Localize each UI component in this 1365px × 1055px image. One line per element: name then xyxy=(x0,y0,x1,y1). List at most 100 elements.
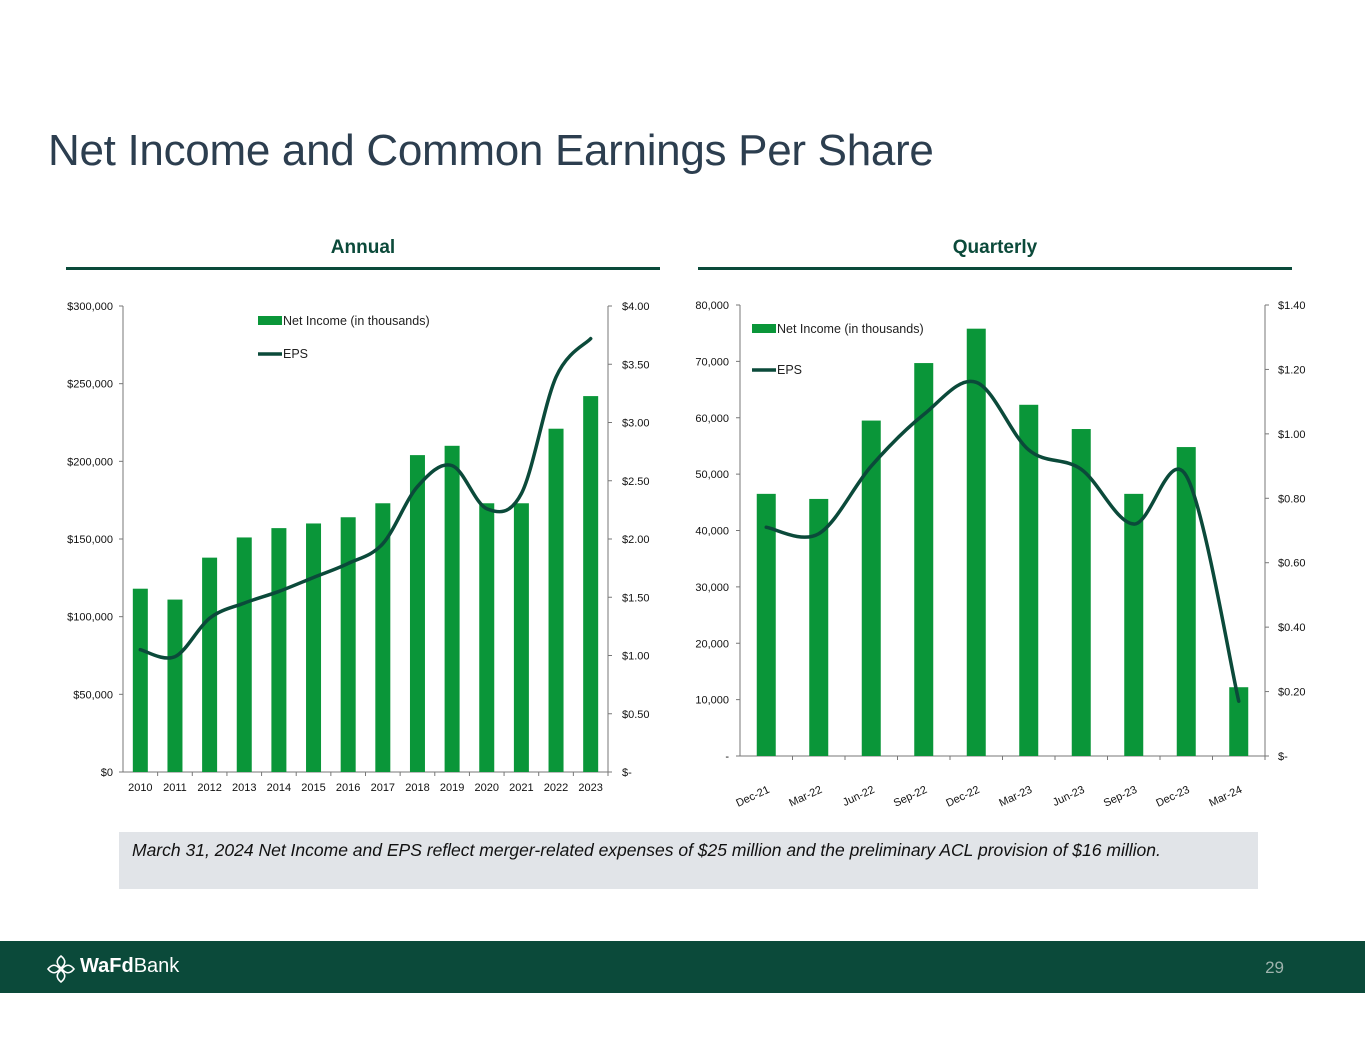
footnote-box: March 31, 2024 Net Income and EPS reflec… xyxy=(119,832,1258,889)
brand-light: Bank xyxy=(133,955,180,977)
annual-category-label: 2010 xyxy=(128,782,152,794)
quarterly-bar xyxy=(1176,447,1196,756)
annual-left-tick-label: $50,000 xyxy=(73,689,113,701)
annual-category-label: 2020 xyxy=(475,782,499,794)
annual-category-label: 2015 xyxy=(301,782,325,794)
quarterly-right-tick-label: $0.40 xyxy=(1278,622,1306,634)
quarterly-left-tick-label: 10,000 xyxy=(695,695,729,707)
annual-right-tick-label: $0.50 xyxy=(622,709,650,721)
quarterly-category-label: Dec-22 xyxy=(944,784,981,810)
annual-bar xyxy=(236,537,252,772)
quarterly-section-rule xyxy=(698,267,1292,270)
quarterly-category-label: Jun-23 xyxy=(1051,784,1087,809)
quarterly-category-label: Sep-22 xyxy=(892,784,929,810)
annual-right-tick-label: $- xyxy=(622,767,632,779)
annual-category-label: 2021 xyxy=(509,782,533,794)
annual-bar xyxy=(202,557,218,772)
quarterly-category-label: Mar-22 xyxy=(787,784,824,810)
quarterly-left-tick-label: 20,000 xyxy=(695,638,729,650)
quarterly-right-tick-label: $0.60 xyxy=(1278,558,1306,570)
quarterly-legend-bar-swatch xyxy=(752,324,776,333)
annual-category-label: 2017 xyxy=(371,782,395,794)
footnote-text: March 31, 2024 Net Income and EPS reflec… xyxy=(132,840,1161,860)
quarterly-category-label: Mar-24 xyxy=(1207,784,1244,810)
quarterly-left-tick-label: 40,000 xyxy=(695,526,729,538)
annual-bar xyxy=(548,428,564,772)
annual-category-label: 2011 xyxy=(163,782,187,794)
annual-legend-bar-swatch xyxy=(258,316,282,325)
annual-right-tick-label: $4.00 xyxy=(622,301,650,313)
annual-category-label: 2022 xyxy=(544,782,568,794)
quarterly-right-tick-label: $1.00 xyxy=(1278,429,1306,441)
quarterly-bar xyxy=(1071,429,1091,756)
quarterly-bar xyxy=(756,493,776,756)
footer-bar: WaFdBank 29 xyxy=(0,941,1365,993)
annual-category-label: 2018 xyxy=(405,782,429,794)
annual-bar xyxy=(444,445,460,772)
annual-right-tick-label: $1.50 xyxy=(622,592,650,604)
annual-category-label: 2013 xyxy=(232,782,256,794)
annual-left-tick-label: $250,000 xyxy=(67,379,113,391)
annual-category-label: 2019 xyxy=(440,782,464,794)
annual-right-tick-label: $1.00 xyxy=(622,651,650,663)
quarterly-category-label: Dec-23 xyxy=(1154,784,1191,810)
annual-bar xyxy=(583,396,599,772)
annual-right-tick-label: $2.50 xyxy=(622,476,650,488)
quarterly-category-label: Jun-22 xyxy=(841,784,877,809)
annual-bar xyxy=(306,523,322,772)
annual-bar xyxy=(513,503,529,772)
brand-bold: WaFd xyxy=(80,955,134,977)
annual-left-tick-label: $200,000 xyxy=(67,456,113,468)
quarterly-left-tick-label: - xyxy=(725,751,729,763)
annual-left-tick-label: $300,000 xyxy=(67,301,113,313)
quarterly-right-tick-label: $1.20 xyxy=(1278,364,1306,376)
quarterly-eps-line xyxy=(764,379,1241,703)
quarterly-right-tick-label: $1.40 xyxy=(1278,300,1306,312)
annual-category-label: 2014 xyxy=(267,782,291,794)
annual-right-tick-label: $2.00 xyxy=(622,534,650,546)
quarterly-bar xyxy=(1229,687,1249,756)
quarterly-right-tick-label: $0.20 xyxy=(1278,687,1306,699)
annual-bar xyxy=(375,503,391,772)
quarterly-legend-bar-label: Net Income (in thousands) xyxy=(777,322,924,336)
quarterly-right-tick-label: $0.80 xyxy=(1278,493,1306,505)
quarterly-category-label: Sep-23 xyxy=(1102,784,1139,810)
quarterly-bar xyxy=(809,498,829,756)
annual-category-label: 2023 xyxy=(578,782,602,794)
annual-left-tick-label: $150,000 xyxy=(67,534,113,546)
annual-category-label: 2012 xyxy=(197,782,221,794)
page-number: 29 xyxy=(1265,958,1284,977)
quarterly-legend-line-label: EPS xyxy=(777,363,802,377)
annual-bar xyxy=(271,528,287,772)
quarterly-bar xyxy=(861,420,881,756)
annual-legend-bar-label: Net Income (in thousands) xyxy=(283,314,430,328)
quarterly-bar xyxy=(1019,404,1039,756)
annual-bar xyxy=(132,588,148,772)
page-title: Net Income and Common Earnings Per Share xyxy=(48,126,934,175)
quarterly-left-tick-label: 60,000 xyxy=(695,413,729,425)
annual-section-label: Annual xyxy=(330,237,396,258)
quarterly-right-tick-label: $- xyxy=(1278,751,1288,763)
annual-right-tick-label: $3.50 xyxy=(622,359,650,371)
annual-bar xyxy=(167,599,183,772)
quarterly-bar xyxy=(1124,493,1144,756)
annual-left-tick-label: $100,000 xyxy=(67,612,113,624)
quarterly-left-tick-label: 80,000 xyxy=(695,300,729,312)
quarterly-left-tick-label: 50,000 xyxy=(695,469,729,481)
wafd-logo: WaFdBank xyxy=(46,954,179,984)
quarterly-bar xyxy=(966,328,986,756)
quarterly-category-label: Dec-21 xyxy=(734,784,771,810)
wheat-logo-icon xyxy=(46,954,76,984)
quarterly-left-tick-label: 30,000 xyxy=(695,582,729,594)
quarterly-bar xyxy=(914,363,934,756)
annual-bar xyxy=(479,503,495,772)
annual-section-rule xyxy=(66,267,660,270)
quarterly-category-label: Mar-23 xyxy=(997,784,1034,810)
annual-bar xyxy=(409,455,425,772)
quarterly-left-tick-label: 70,000 xyxy=(695,356,729,368)
annual-eps-line xyxy=(138,336,593,660)
quarterly-section-label: Quarterly xyxy=(952,237,1038,258)
annual-right-tick-label: $3.00 xyxy=(622,418,650,430)
annual-left-tick-label: $0 xyxy=(101,767,113,779)
